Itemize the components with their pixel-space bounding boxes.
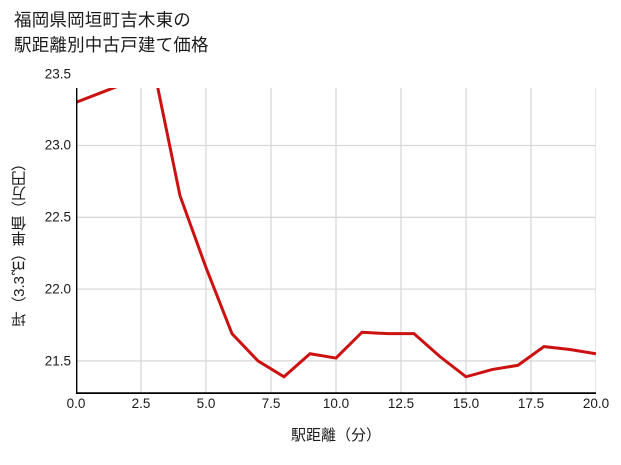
x-tick-label: 12.5	[387, 396, 415, 411]
y-tick-label: 21.5	[44, 353, 71, 369]
chart-title-line-2: 駅距離別中古戸建て価格	[14, 34, 209, 55]
x-tick-label: 0.0	[66, 396, 86, 411]
y-tick-label: 22.5	[44, 209, 71, 225]
x-tick-label: 2.5	[131, 396, 151, 411]
x-tick-label: 17.5	[517, 396, 545, 411]
y-tick-label: 23.0	[44, 137, 71, 153]
chart-title-line-1: 福岡県岡垣町吉木東の	[14, 10, 191, 30]
vertical-gridlines	[76, 88, 596, 394]
x-axis-label: 駅距離（分）	[290, 427, 381, 444]
y-tick-label: 23.5	[44, 66, 71, 82]
x-tick-label: 15.0	[452, 396, 480, 411]
y-axis-tick-labels: 21.5 22.0 22.5 23.0 23.5	[22, 66, 71, 394]
plot-area	[76, 88, 596, 394]
x-tick-label: 10.0	[322, 396, 350, 411]
y-tick-label: 22.0	[44, 281, 71, 297]
chart-title: 福岡県岡垣町吉木東の 駅距離別中古戸建て価格	[14, 8, 484, 58]
x-tick-label: 7.5	[261, 396, 281, 411]
price-line-series	[76, 88, 596, 379]
x-tick-label: 20.0	[582, 396, 610, 411]
x-tick-label: 5.0	[196, 396, 216, 411]
x-axis-tick-labels: 0.0 2.5 5.0 7.5 10.0 12.5 15.0 17.5 20.0	[67, 396, 610, 418]
line-chart-svg	[76, 88, 596, 394]
